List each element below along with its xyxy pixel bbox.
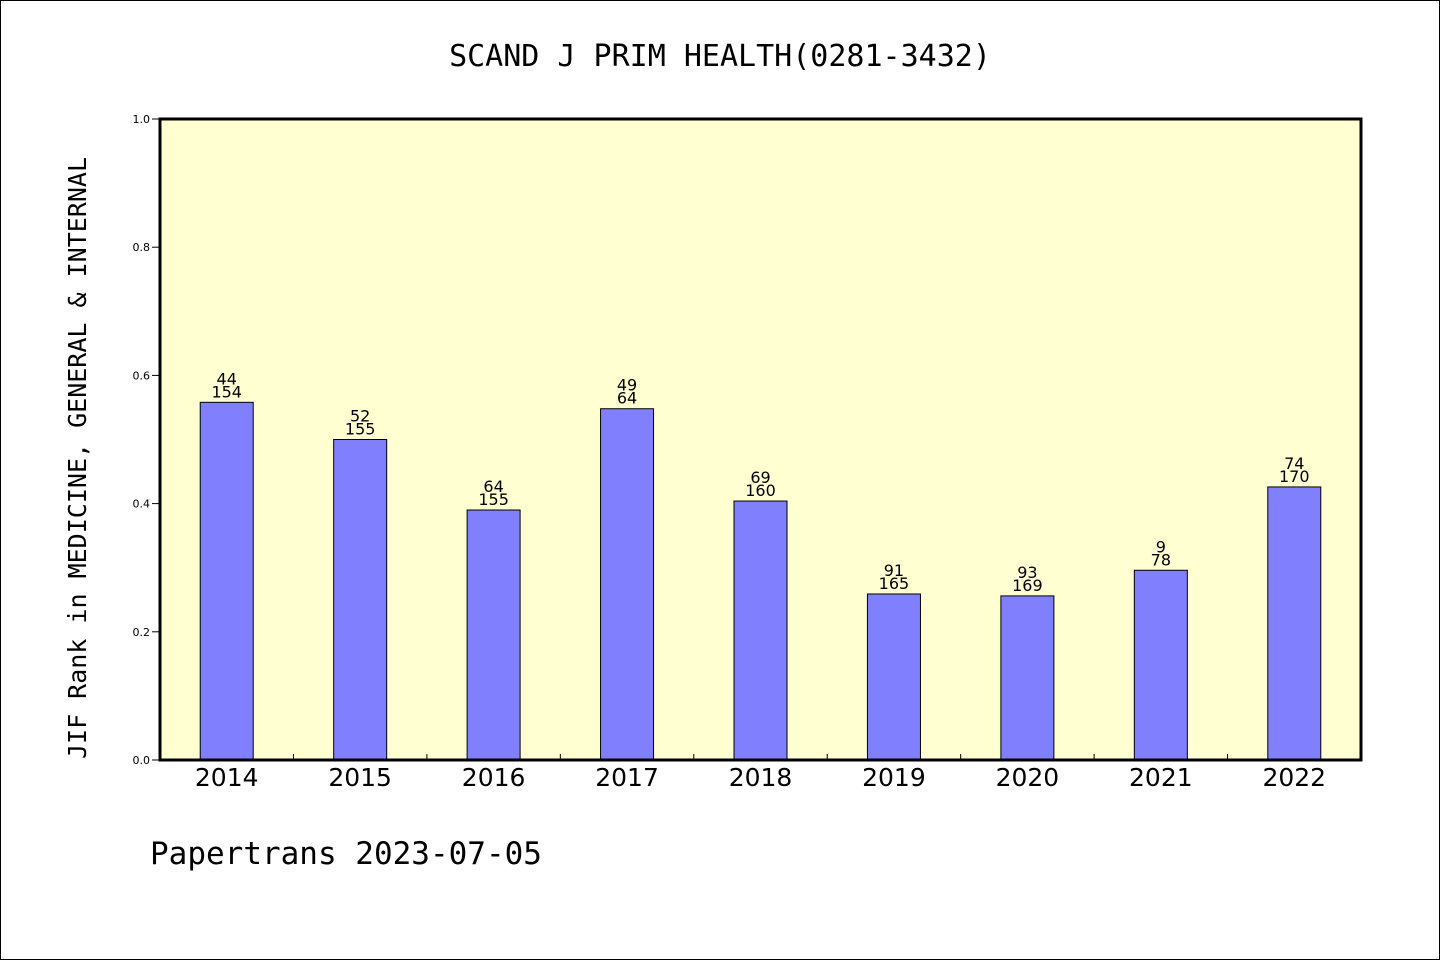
total-label-2021: 78 [1151, 550, 1171, 569]
x-tick-label-2018: 2018 [729, 763, 793, 792]
y-tick-label: 0.8 [133, 241, 151, 254]
bar-2019 [866, 593, 921, 761]
total-label-2018: 160 [745, 481, 776, 500]
total-label-2022: 170 [1279, 467, 1310, 486]
bar-2016 [466, 509, 521, 761]
rank-label-2017: 49 [617, 376, 637, 395]
y-axis-label: JIF Rank in MEDICINE, GENERAL & INTERNAL [63, 157, 92, 759]
total-label-2019: 165 [879, 574, 910, 593]
x-tick-label-2015: 2015 [328, 763, 392, 792]
y-tick-label: 1.0 [133, 113, 151, 126]
y-tick-label: 0.4 [133, 498, 151, 511]
bar-2021 [1133, 569, 1188, 761]
chart-title: SCAND J PRIM HEALTH(0281-3432) [449, 39, 991, 74]
x-axis-ticks: 2014 2015 2016 2017 2018 2019 2020 2021 2022 [195, 754, 1326, 792]
bar-2020 [1000, 595, 1055, 761]
x-tick-label-2017: 2017 [595, 763, 659, 792]
y-axis-ticks: 0.0 0.2 0.4 0.6 0.8 1.0 [133, 113, 160, 767]
y-tick-label: 0.0 [133, 754, 151, 767]
x-tick-label-2016: 2016 [462, 763, 526, 792]
rank-label-2014: 44 [217, 369, 237, 388]
rank-label-2021: 9 [1156, 537, 1166, 556]
x-tick-label-2019: 2019 [862, 763, 926, 792]
bar-labels: 4415452155641554964691609116593169978741… [211, 369, 1309, 595]
rank-label-2019: 91 [884, 561, 904, 580]
x-tick-label-2020: 2020 [996, 763, 1060, 792]
total-label-2020: 169 [1012, 576, 1043, 595]
bar-2015 [333, 439, 388, 761]
bar-2017 [600, 408, 655, 761]
rank-label-2022: 74 [1284, 454, 1304, 473]
y-tick-label: 0.6 [133, 369, 151, 382]
rank-label-2016: 64 [483, 477, 503, 496]
x-tick-label-2021: 2021 [1129, 763, 1193, 792]
bar-2018 [733, 500, 788, 761]
total-label-2016: 155 [478, 490, 509, 509]
total-label-2014: 154 [211, 382, 242, 401]
x-tick-label-2014: 2014 [195, 763, 259, 792]
bar-2022 [1267, 486, 1322, 761]
rank-label-2015: 52 [350, 407, 370, 426]
total-label-2017: 64 [617, 389, 637, 408]
bars [199, 401, 1322, 761]
bar-2014 [199, 401, 254, 761]
rank-label-2018: 69 [750, 468, 770, 487]
rank-label-2020: 93 [1017, 563, 1037, 582]
total-label-2015: 155 [345, 420, 376, 439]
footer-text: Papertrans 2023-07-05 [150, 836, 542, 872]
plot-border [158, 117, 1363, 762]
x-tick-label-2022: 2022 [1262, 763, 1326, 792]
y-tick-label: 0.2 [133, 626, 151, 639]
